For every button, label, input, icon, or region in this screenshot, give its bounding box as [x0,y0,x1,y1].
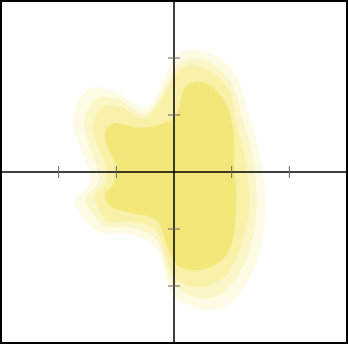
axes [1,1,347,343]
density-regions [73,49,266,310]
density-region-level-4 [104,81,237,271]
